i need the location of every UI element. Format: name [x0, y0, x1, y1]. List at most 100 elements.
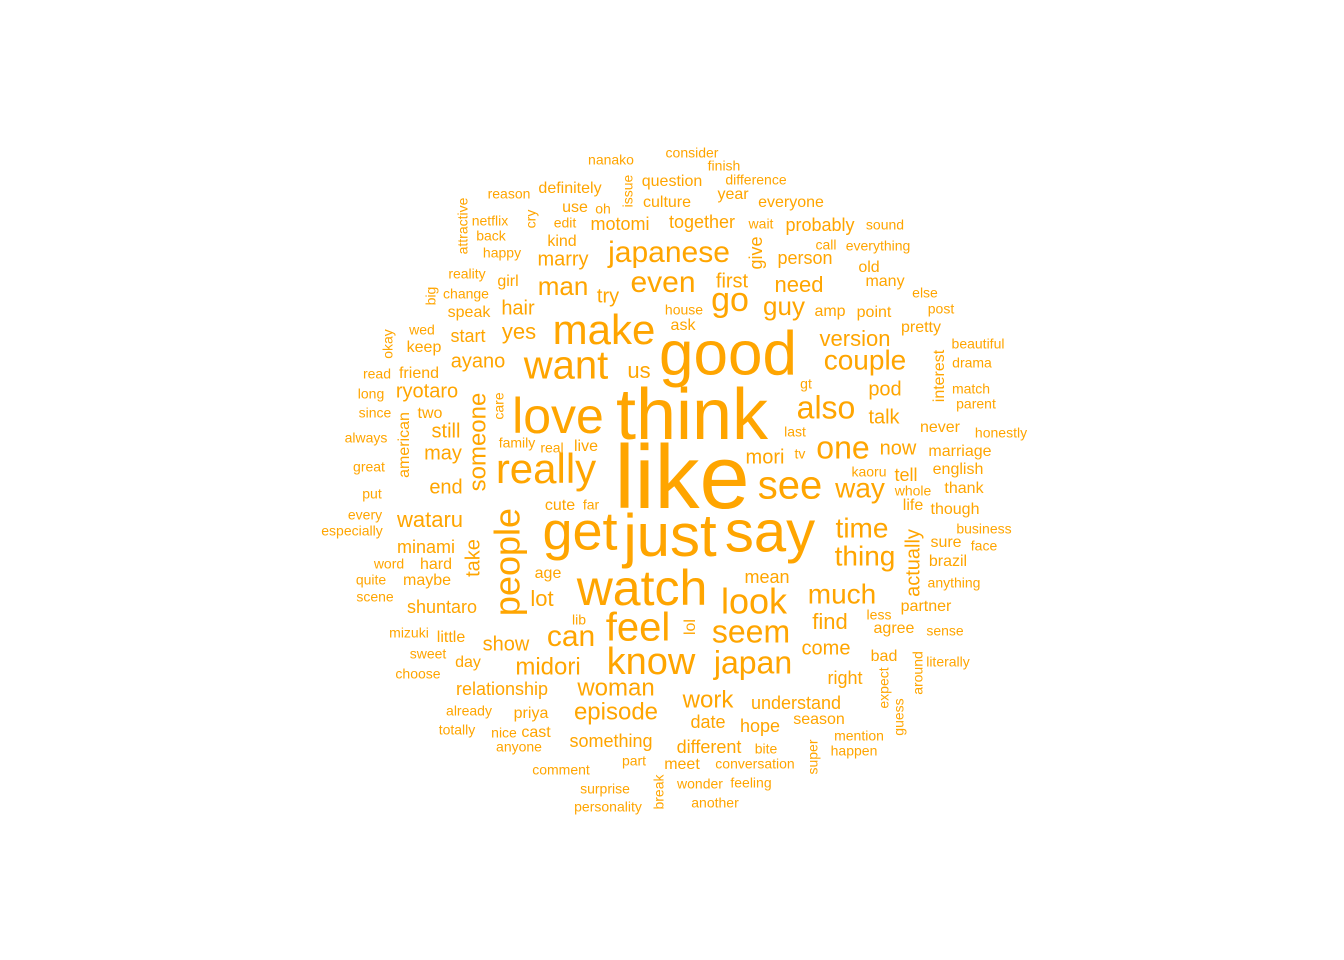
- cloud-word-speak: speak: [448, 304, 492, 321]
- cloud-word-sweet: sweet: [410, 646, 447, 662]
- cloud-word-around: around: [910, 651, 926, 695]
- cloud-word-need: need: [775, 272, 824, 297]
- cloud-word-question: question: [642, 173, 703, 190]
- cloud-word-right: right: [827, 668, 862, 688]
- cloud-word-take: take: [462, 539, 484, 577]
- cloud-word-face: face: [971, 538, 998, 554]
- cloud-word-call: call: [815, 237, 836, 253]
- cloud-word-sure: sure: [930, 534, 961, 551]
- cloud-word-totally: totally: [439, 722, 476, 738]
- cloud-word-yes: yes: [502, 319, 536, 344]
- cloud-word-pretty: pretty: [901, 319, 941, 336]
- cloud-word-priya: priya: [514, 705, 549, 722]
- cloud-word-choose: choose: [395, 666, 440, 682]
- cloud-word-american: american: [396, 412, 413, 478]
- cloud-word-woman: woman: [576, 674, 654, 701]
- cloud-word-whole: whole: [894, 483, 932, 499]
- cloud-word-super: super: [805, 739, 821, 774]
- cloud-word-scene: scene: [356, 589, 394, 605]
- cloud-word-brazil: brazil: [929, 553, 967, 570]
- cloud-word-marriage: marriage: [928, 443, 991, 460]
- cloud-word-sound: sound: [866, 217, 904, 233]
- cloud-word-parent: parent: [956, 396, 996, 412]
- cloud-word-drama: drama: [952, 355, 992, 371]
- cloud-word-start: start: [450, 326, 485, 346]
- cloud-word-kind: kind: [547, 233, 576, 250]
- cloud-word-post: post: [928, 301, 955, 317]
- cloud-word-nice: nice: [491, 725, 517, 741]
- cloud-word-issue: issue: [620, 174, 636, 207]
- cloud-word-old: old: [858, 259, 879, 276]
- cloud-word-always: always: [345, 430, 388, 446]
- cloud-word-relationship: relationship: [456, 679, 548, 699]
- cloud-word-match: match: [952, 381, 990, 397]
- cloud-word-netflix: netflix: [472, 213, 509, 229]
- cloud-word-mizuki: mizuki: [389, 625, 429, 641]
- cloud-word-finish: finish: [708, 158, 741, 174]
- cloud-word-nanako: nanako: [588, 152, 634, 168]
- cloud-word-watch: watch: [576, 560, 708, 616]
- cloud-word-midori: midori: [515, 653, 580, 680]
- cloud-word-ryotaro: ryotaro: [396, 380, 458, 402]
- cloud-word-love: love: [512, 388, 604, 444]
- cloud-word-mori: mori: [746, 446, 785, 468]
- cloud-word-maybe: maybe: [403, 572, 451, 589]
- cloud-word-agree: agree: [874, 620, 915, 637]
- cloud-word-definitely: definitely: [538, 180, 601, 197]
- cloud-word-see: see: [758, 464, 823, 508]
- cloud-word-marry: marry: [537, 248, 588, 270]
- cloud-word-really: really: [496, 445, 596, 492]
- cloud-word-lot: lot: [530, 586, 553, 611]
- cloud-word-give: give: [746, 236, 766, 269]
- cloud-word-family: family: [499, 435, 536, 451]
- cloud-word-know: know: [607, 641, 696, 683]
- cloud-word-many: many: [865, 273, 904, 290]
- cloud-word-word: word: [373, 556, 404, 572]
- cloud-word-day: day: [455, 654, 481, 671]
- cloud-word-people: people: [487, 508, 528, 616]
- cloud-word-can: can: [547, 620, 595, 653]
- cloud-word-hair: hair: [501, 297, 535, 319]
- cloud-word-surprise: surprise: [580, 781, 630, 797]
- cloud-word-shuntaro: shuntaro: [407, 597, 477, 617]
- cloud-word-now: now: [880, 437, 917, 459]
- cloud-word-sense: sense: [926, 623, 964, 639]
- cloud-word-understand: understand: [751, 693, 841, 713]
- cloud-word-culture: culture: [643, 194, 691, 211]
- cloud-word-actually: actually: [902, 529, 924, 597]
- cloud-word-though: though: [931, 501, 980, 518]
- cloud-word-ayano: ayano: [451, 350, 506, 372]
- cloud-word-anyone: anyone: [496, 739, 542, 755]
- cloud-word-real: real: [540, 440, 563, 456]
- cloud-word-together: together: [669, 212, 735, 232]
- cloud-word-happen: happen: [831, 743, 878, 759]
- cloud-word-feel: feel: [606, 606, 671, 650]
- cloud-word-lib: lib: [572, 612, 586, 628]
- cloud-word-business: business: [956, 521, 1011, 537]
- cloud-word-especially: especially: [321, 523, 382, 539]
- cloud-word-feeling: feeling: [730, 775, 771, 791]
- cloud-word-everything: everything: [846, 238, 911, 254]
- cloud-word-probably: probably: [785, 215, 854, 235]
- cloud-word-far: far: [583, 497, 600, 513]
- cloud-word-work: work: [682, 686, 735, 713]
- cloud-word-think: think: [616, 375, 769, 455]
- cloud-word-interest: interest: [931, 349, 948, 402]
- cloud-word-bite: bite: [755, 741, 778, 757]
- cloud-word-back: back: [476, 228, 507, 244]
- cloud-word-version: version: [820, 326, 891, 351]
- cloud-word-use: use: [562, 199, 588, 216]
- cloud-word-quite: quite: [356, 572, 387, 588]
- cloud-word-still: still: [432, 420, 461, 442]
- cloud-word-keep: keep: [407, 339, 442, 356]
- cloud-word-even: even: [630, 266, 695, 299]
- cloud-word-every: every: [348, 507, 382, 523]
- cloud-word-cute: cute: [545, 497, 575, 514]
- cloud-word-much: much: [808, 578, 876, 609]
- cloud-word-okay: okay: [380, 329, 396, 359]
- cloud-word-wataru: wataru: [396, 507, 463, 532]
- cloud-word-get: get: [542, 501, 617, 561]
- cloud-word-hope: hope: [740, 716, 780, 736]
- cloud-word-honestly: honestly: [975, 425, 1027, 441]
- cloud-word-good: good: [659, 319, 797, 388]
